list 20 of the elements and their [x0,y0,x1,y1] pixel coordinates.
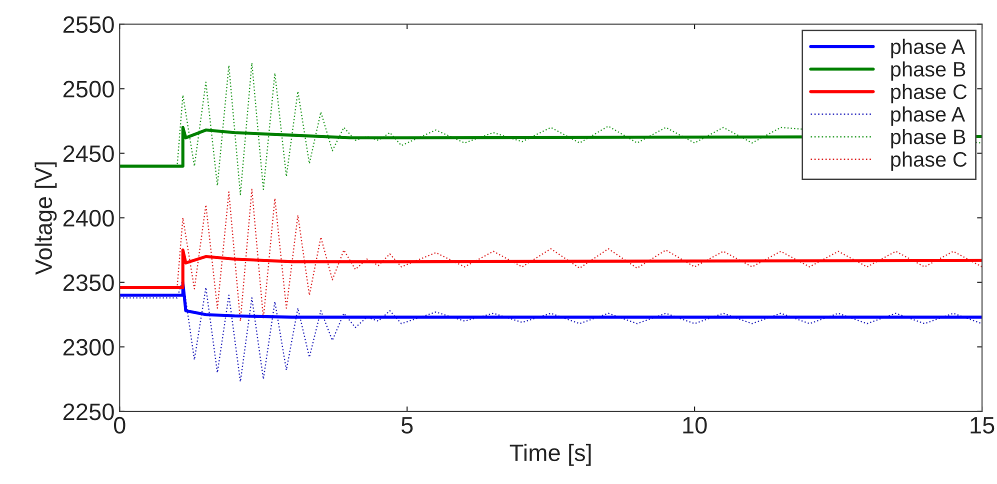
legend-label: phase A [891,38,966,58]
y-tick-label: 2500 [63,80,114,98]
x-tick-label: 5 [401,417,413,434]
y-tick-label: 2450 [63,145,114,162]
y-tick-label: 2250 [63,403,114,420]
x-tick-label: 10 [683,416,707,434]
y-tick-label: 2550 [63,16,114,33]
legend-label: phase C [891,152,967,171]
y-tick-label: 2350 [63,274,114,292]
x-tick-label: 0 [114,416,126,434]
legend-label: phase A [891,106,966,126]
line-series [120,248,982,290]
y-axis-title: Voltage [V] [34,162,57,275]
legend-label: phase B [891,128,966,148]
y-tick-label: 2400 [63,210,114,227]
x-tick-label: 15 [970,417,994,434]
x-axis-title: Time [s] [510,444,591,466]
legend-label: phase C [891,84,967,104]
y-tick-label: 2300 [63,338,114,356]
legend-label: phase B [891,61,966,81]
